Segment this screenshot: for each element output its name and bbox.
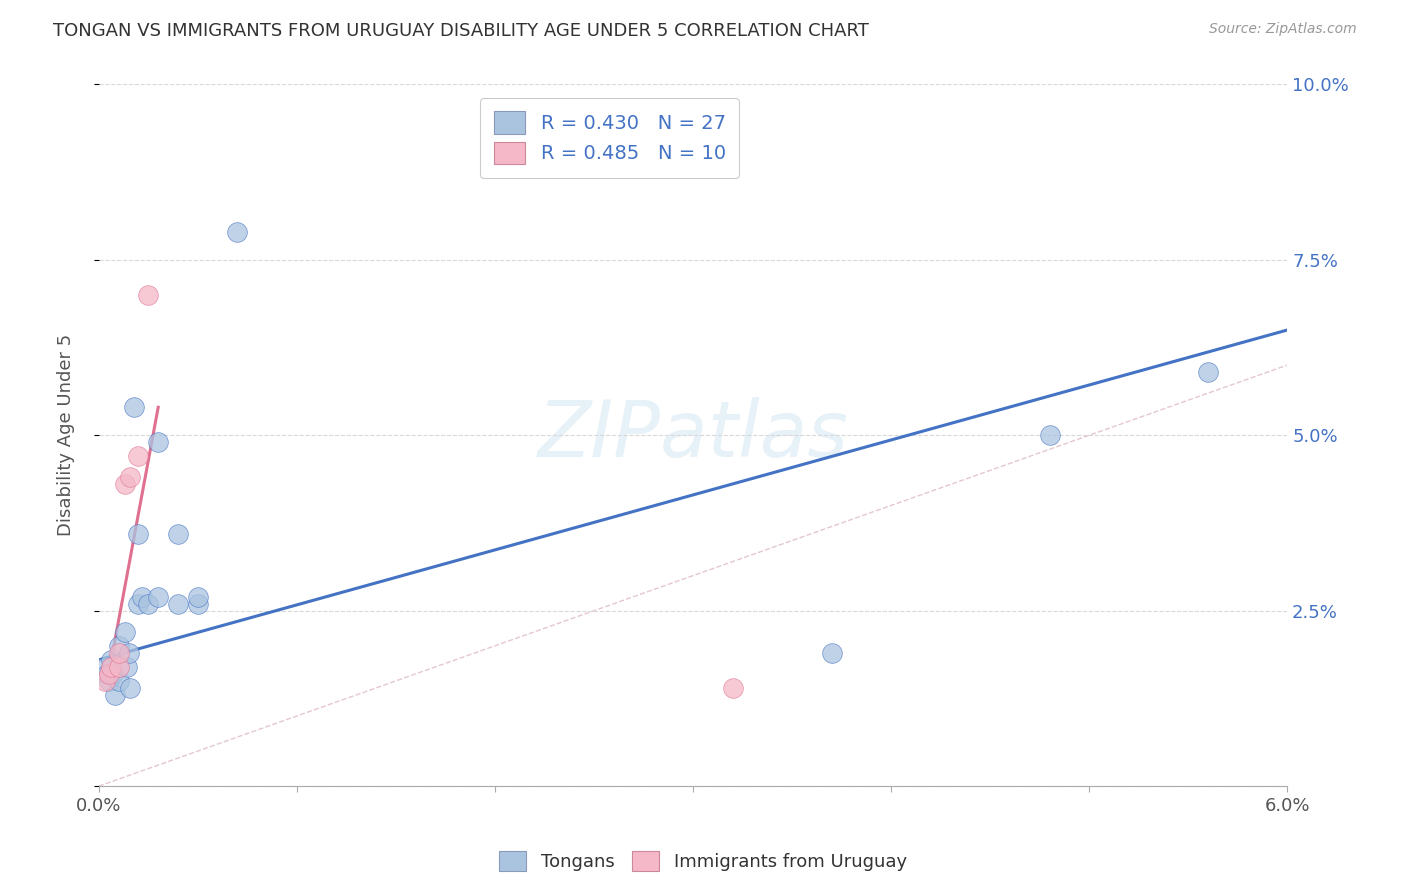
Text: TONGAN VS IMMIGRANTS FROM URUGUAY DISABILITY AGE UNDER 5 CORRELATION CHART: TONGAN VS IMMIGRANTS FROM URUGUAY DISABI… — [53, 22, 869, 40]
Point — [136, 288, 159, 302]
Point — [114, 477, 136, 491]
Point — [100, 653, 122, 667]
Point — [107, 646, 129, 660]
Point — [115, 660, 138, 674]
Point — [107, 660, 129, 674]
Point — [127, 450, 149, 464]
Point — [127, 526, 149, 541]
Point — [187, 590, 209, 604]
Point — [127, 597, 149, 611]
Legend: Tongans, Immigrants from Uruguay: Tongans, Immigrants from Uruguay — [492, 844, 914, 879]
Point — [187, 597, 209, 611]
Point — [120, 470, 142, 484]
Point — [104, 688, 127, 702]
Point — [131, 590, 153, 604]
Point — [1197, 365, 1219, 379]
Point — [100, 660, 122, 674]
Point — [148, 435, 170, 450]
Point — [93, 673, 115, 688]
Point — [721, 681, 744, 695]
Point — [167, 597, 190, 611]
Point — [1038, 428, 1060, 442]
Point — [820, 646, 842, 660]
Y-axis label: Disability Age Under 5: Disability Age Under 5 — [58, 334, 75, 536]
Point — [107, 639, 129, 653]
Text: ZIPatlas: ZIPatlas — [537, 397, 848, 474]
Point — [114, 624, 136, 639]
Point — [96, 666, 118, 681]
Point — [124, 401, 146, 415]
Legend: R = 0.430   N = 27, R = 0.485   N = 10: R = 0.430 N = 27, R = 0.485 N = 10 — [481, 97, 740, 178]
Point — [97, 666, 120, 681]
Point — [101, 666, 124, 681]
Point — [167, 526, 190, 541]
Text: Source: ZipAtlas.com: Source: ZipAtlas.com — [1209, 22, 1357, 37]
Point — [136, 597, 159, 611]
Point — [226, 225, 249, 239]
Point — [148, 590, 170, 604]
Point — [107, 673, 129, 688]
Point — [120, 681, 142, 695]
Point — [117, 646, 139, 660]
Point — [93, 660, 115, 674]
Point — [97, 673, 120, 688]
